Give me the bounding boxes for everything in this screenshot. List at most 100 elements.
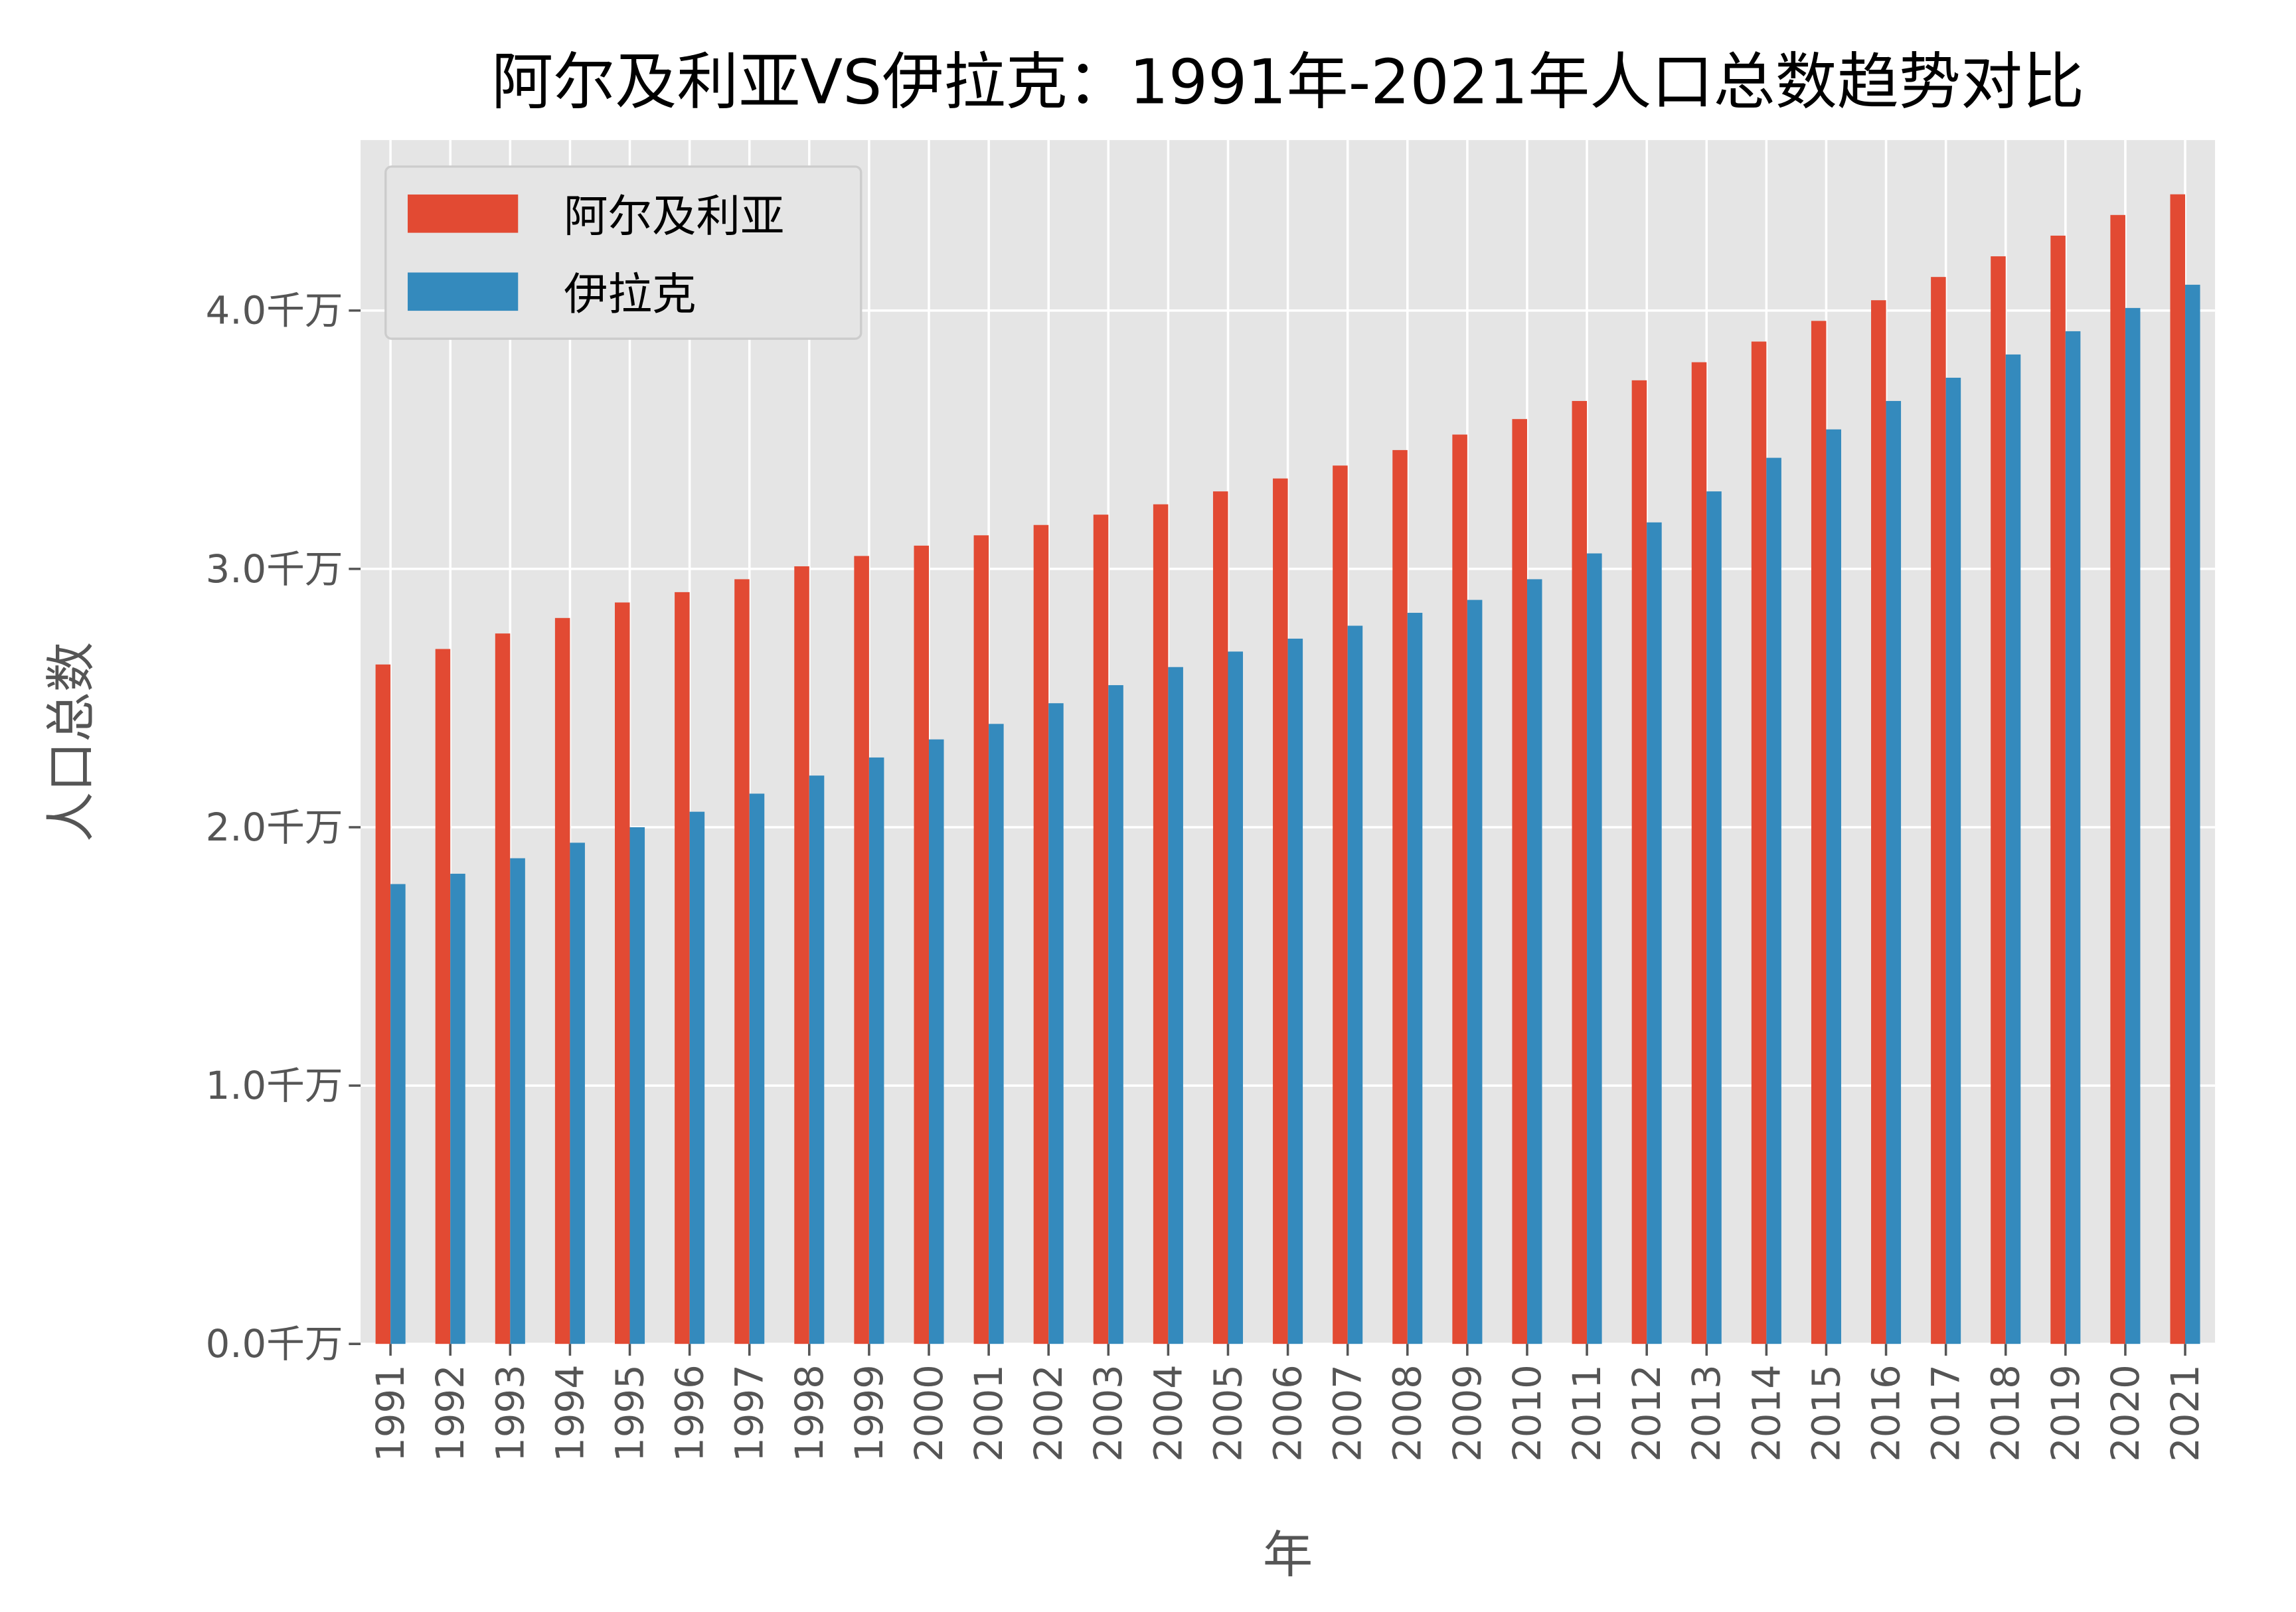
bar-algeria-2013 — [1691, 362, 1707, 1344]
bar-iraq-1998 — [809, 775, 825, 1344]
y-axis-ticks: 0.0千万 1.0千万 2.0千万 3.0千万 4.0千万 — [206, 289, 361, 1366]
bar-algeria-2002 — [1033, 524, 1049, 1344]
bar-iraq-1993 — [510, 858, 525, 1344]
x-tick-label: 1997 — [728, 1364, 772, 1462]
bar-iraq-2001 — [989, 724, 1004, 1344]
x-tick-label: 2007 — [1326, 1364, 1370, 1462]
x-tick-label: 2003 — [1086, 1364, 1131, 1462]
bar-algeria-2007 — [1333, 465, 1348, 1344]
bar-algeria-1998 — [794, 566, 809, 1344]
legend: 阿尔及利亚 伊拉克 — [384, 165, 862, 340]
bar-iraq-2016 — [1886, 400, 1902, 1344]
bar-iraq-2005 — [1228, 651, 1244, 1344]
legend-swatch-iraq — [408, 272, 519, 311]
bar-iraq-2004 — [1168, 667, 1183, 1344]
x-tick-label: 2018 — [1984, 1364, 2028, 1462]
x-tick-label: 1999 — [847, 1364, 892, 1462]
bar-algeria-2005 — [1212, 491, 1228, 1344]
bars — [375, 194, 2200, 1344]
bar-algeria-2014 — [1751, 341, 1767, 1344]
bar-iraq-2009 — [1467, 600, 1483, 1344]
bar-iraq-2007 — [1347, 625, 1363, 1344]
bar-algeria-1994 — [554, 617, 570, 1344]
x-tick-label: 2004 — [1146, 1364, 1190, 1462]
x-tick-label: 2015 — [1804, 1364, 1848, 1462]
bar-algeria-2018 — [1991, 256, 2006, 1344]
x-tick-label: 2006 — [1266, 1364, 1311, 1462]
x-tick-label: 2005 — [1206, 1364, 1250, 1462]
x-tick-label: 1995 — [608, 1364, 652, 1462]
x-tick-label: 2010 — [1505, 1364, 1550, 1462]
bar-iraq-1997 — [749, 793, 765, 1344]
chart-title: 阿尔及利亚VS伊拉克：1991年-2021年人口总数趋势对比 — [491, 46, 2084, 118]
y-tick-label: 0.0千万 — [206, 1322, 343, 1366]
bar-iraq-1994 — [570, 843, 585, 1344]
bar-iraq-2019 — [2065, 331, 2081, 1344]
bar-iraq-2003 — [1108, 685, 1123, 1344]
bar-algeria-2010 — [1512, 419, 1527, 1344]
bar-algeria-1992 — [435, 649, 451, 1344]
bar-iraq-1996 — [689, 811, 705, 1344]
bar-algeria-2004 — [1153, 504, 1169, 1344]
bar-iraq-1999 — [868, 757, 884, 1344]
bar-iraq-2013 — [1706, 491, 1722, 1344]
bar-iraq-2000 — [929, 739, 944, 1344]
bar-algeria-2011 — [1572, 400, 1588, 1344]
y-axis-label: 人口总数 — [42, 642, 100, 842]
bar-iraq-2008 — [1407, 613, 1423, 1344]
bar-algeria-2019 — [2050, 235, 2066, 1344]
bar-algeria-2012 — [1631, 380, 1647, 1344]
bar-algeria-2016 — [1871, 300, 1886, 1344]
bar-iraq-2018 — [2005, 354, 2021, 1344]
x-tick-label: 1993 — [488, 1364, 533, 1462]
bar-iraq-2011 — [1587, 553, 1602, 1344]
bar-algeria-1991 — [375, 664, 391, 1344]
bar-algeria-2015 — [1811, 321, 1827, 1344]
legend-label-algeria: 阿尔及利亚 — [564, 190, 784, 242]
bar-algeria-2000 — [914, 545, 930, 1344]
bar-iraq-2017 — [1945, 377, 1961, 1344]
x-tick-label: 1991 — [369, 1364, 413, 1462]
x-tick-label: 2016 — [1864, 1364, 1909, 1462]
bar-iraq-2014 — [1766, 457, 1781, 1344]
bar-algeria-1996 — [675, 592, 690, 1344]
legend-swatch-algeria — [408, 194, 519, 233]
x-tick-label: 2002 — [1026, 1364, 1071, 1462]
x-axis-label: 年 — [1263, 1526, 1313, 1584]
bar-iraq-2021 — [2185, 284, 2200, 1344]
bar-iraq-1992 — [450, 874, 465, 1344]
x-tick-label: 2019 — [2044, 1364, 2088, 1462]
bar-algeria-1995 — [614, 602, 630, 1344]
y-tick-label: 3.0千万 — [206, 547, 343, 592]
x-tick-label: 2017 — [1924, 1364, 1969, 1462]
legend-label-iraq: 伊拉克 — [564, 268, 697, 320]
bar-iraq-2010 — [1526, 579, 1542, 1344]
x-tick-label: 2000 — [907, 1364, 951, 1462]
bar-iraq-1995 — [629, 827, 645, 1344]
bar-algeria-2021 — [2170, 194, 2186, 1344]
x-tick-label: 1998 — [787, 1364, 832, 1462]
x-tick-label: 2009 — [1445, 1364, 1490, 1462]
y-tick-label: 4.0千万 — [206, 289, 343, 333]
x-tick-label: 2001 — [967, 1364, 1011, 1462]
bar-algeria-1999 — [854, 556, 869, 1344]
bar-iraq-2006 — [1287, 638, 1303, 1344]
x-tick-label: 1994 — [548, 1364, 592, 1462]
bar-algeria-2003 — [1093, 515, 1109, 1344]
bar-algeria-2009 — [1452, 434, 1467, 1344]
bar-algeria-2020 — [2110, 214, 2125, 1344]
bar-algeria-1993 — [495, 633, 511, 1344]
bar-iraq-2002 — [1048, 703, 1064, 1344]
bar-iraq-2015 — [1826, 429, 1841, 1344]
bar-algeria-2017 — [1931, 277, 1946, 1344]
x-tick-label: 2021 — [2163, 1364, 2208, 1462]
y-tick-label: 1.0千万 — [206, 1064, 343, 1108]
y-tick-label: 2.0千万 — [206, 805, 343, 850]
x-tick-label: 1992 — [428, 1364, 473, 1462]
bar-iraq-2020 — [2125, 307, 2141, 1344]
x-tick-label: 1996 — [668, 1364, 712, 1462]
x-tick-label: 2020 — [2103, 1364, 2148, 1462]
x-tick-label: 2013 — [1684, 1364, 1729, 1462]
bar-algeria-2001 — [973, 535, 989, 1344]
